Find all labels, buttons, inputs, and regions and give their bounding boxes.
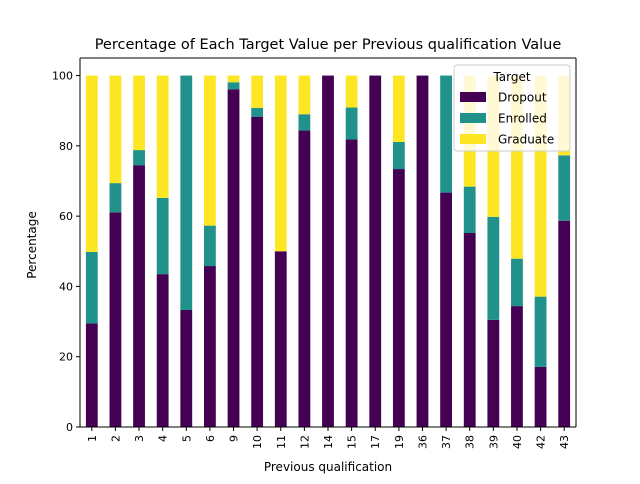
bar-dropout-12: [298, 130, 311, 427]
bar-graduate-11: [274, 75, 287, 252]
bar-dropout-9: [227, 89, 240, 427]
x-tick-label-9: 9: [228, 435, 241, 442]
bar-graduate-12: [298, 75, 311, 115]
bar-graduate-1: [85, 75, 98, 252]
bar-enrolled-42: [534, 296, 547, 367]
bar-dropout-39: [487, 319, 500, 427]
bar-graduate-15: [345, 75, 358, 108]
x-tick-label-40: 40: [511, 435, 524, 449]
x-tick-label-19: 19: [393, 435, 406, 449]
bar-dropout-40: [511, 306, 523, 427]
bar-enrolled-10: [251, 107, 264, 117]
bar-dropout-3: [133, 165, 145, 427]
bar-dropout-2: [109, 212, 122, 427]
legend-label-dropout: Dropout: [498, 91, 547, 105]
bar-enrolled-43: [558, 155, 571, 221]
bar-graduate-6: [204, 75, 216, 226]
legend-label-enrolled: Enrolled: [498, 112, 547, 126]
legend: Target Dropout Enrolled Graduate: [453, 64, 571, 152]
y-tick-label-100: 100: [52, 70, 73, 83]
bar-enrolled-19: [392, 141, 405, 170]
bar-enrolled-2: [109, 183, 122, 213]
legend-swatch-enrolled: [460, 113, 486, 123]
bar-enrolled-40: [511, 258, 523, 307]
bar-graduate-3: [133, 75, 145, 151]
bar-graduate-4: [156, 75, 169, 198]
x-tick-label-2: 2: [109, 435, 122, 442]
x-tick-label-37: 37: [440, 435, 453, 449]
bar-enrolled-9: [227, 82, 240, 90]
bar-enrolled-12: [298, 114, 311, 131]
bar-dropout-4: [156, 274, 169, 427]
bar-dropout-36: [416, 75, 429, 428]
bar-dropout-17: [369, 75, 382, 428]
bar-enrolled-15: [345, 107, 358, 140]
bar-dropout-1: [85, 323, 98, 427]
x-axis-label: Previous qualification: [264, 460, 392, 474]
bar-dropout-5: [180, 309, 193, 427]
x-tick-label-12: 12: [298, 435, 311, 449]
x-tick-label-38: 38: [464, 435, 477, 449]
bar-dropout-14: [322, 75, 334, 428]
bar-enrolled-5: [180, 75, 193, 310]
legend-swatch-graduate: [460, 134, 486, 144]
x-tick-label-14: 14: [322, 435, 335, 449]
x-tick-label-3: 3: [133, 435, 146, 442]
legend-entries: Dropout Enrolled Graduate: [460, 91, 554, 147]
bar-graduate-19: [392, 75, 405, 142]
bar-graduate-42: [534, 75, 547, 297]
y-tick-label-20: 20: [59, 351, 73, 364]
x-tick-label-43: 43: [558, 435, 571, 449]
x-tick-label-5: 5: [180, 435, 193, 442]
legend-label-graduate: Graduate: [498, 133, 554, 147]
bar-dropout-15: [345, 139, 358, 427]
bar-dropout-11: [274, 251, 287, 427]
legend-swatch-dropout: [460, 92, 486, 102]
y-tick-label-0: 0: [66, 421, 73, 434]
bar-dropout-37: [440, 192, 452, 427]
bar-dropout-6: [204, 266, 216, 427]
bar-enrolled-37: [440, 75, 452, 193]
bar-graduate-2: [109, 75, 122, 184]
bar-enrolled-3: [133, 150, 145, 166]
y-tick-label-40: 40: [59, 280, 73, 293]
x-tick-label-42: 42: [535, 435, 548, 449]
bar-graduate-10: [251, 75, 264, 108]
chart-title: Percentage of Each Target Value per Prev…: [95, 37, 562, 53]
x-tick-label-15: 15: [346, 435, 359, 449]
x-tick-label-1: 1: [86, 435, 99, 442]
bar-enrolled-4: [156, 197, 169, 275]
bar-dropout-43: [558, 220, 571, 427]
x-tick-label-17: 17: [369, 435, 382, 449]
bar-graduate-9: [227, 75, 240, 83]
bar-enrolled-38: [463, 186, 476, 234]
x-tick-label-36: 36: [416, 435, 429, 449]
bar-dropout-38: [463, 233, 476, 427]
bar-graduate-40: [511, 75, 523, 259]
legend-title: Target: [492, 70, 530, 84]
x-tick-label-6: 6: [204, 435, 217, 442]
bar-dropout-10: [251, 116, 264, 427]
bar-dropout-19: [392, 169, 405, 427]
y-tick-label-60: 60: [59, 210, 73, 223]
bars-layer: [85, 75, 571, 428]
legend-frame: [453, 64, 571, 152]
bar-dropout-42: [534, 366, 547, 427]
bar-enrolled-6: [204, 225, 216, 267]
x-tick-label-4: 4: [157, 435, 170, 442]
x-tick-label-11: 11: [275, 435, 288, 449]
y-axis-label: Percentage: [25, 211, 39, 279]
bar-enrolled-1: [85, 251, 98, 324]
x-tick-label-10: 10: [251, 435, 264, 449]
y-tick-label-80: 80: [59, 140, 73, 153]
x-tick-label-39: 39: [487, 435, 500, 449]
bar-enrolled-39: [487, 216, 500, 320]
